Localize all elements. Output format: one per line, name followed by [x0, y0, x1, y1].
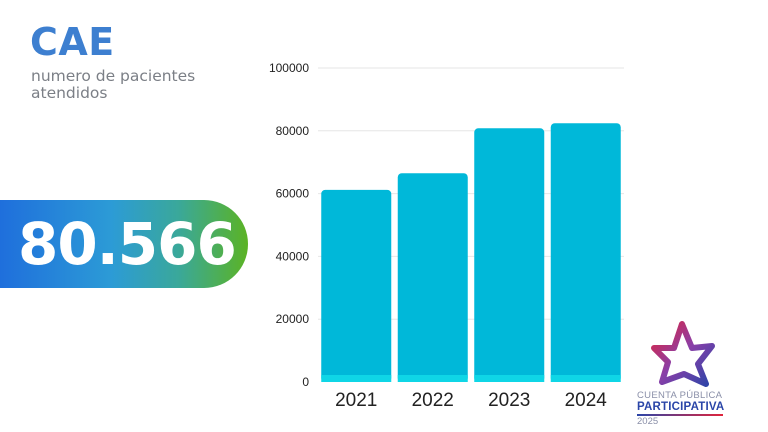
y-tick-label: 20000 — [276, 312, 310, 326]
bar — [321, 189, 392, 382]
y-tick-label: 60000 — [276, 187, 310, 201]
star-logo-icon — [651, 321, 715, 387]
logo-line1: CUENTA PÚBLICA — [637, 390, 723, 401]
y-tick-label: 40000 — [276, 249, 310, 263]
page-title: CAE — [30, 20, 115, 64]
bar — [397, 173, 468, 382]
y-tick-label: 80000 — [276, 124, 310, 138]
x-tick-label: 2022 — [412, 390, 454, 411]
x-tick-label: 2023 — [488, 390, 530, 411]
logo-line2: PARTICIPATIVA — [637, 401, 725, 413]
y-tick-label: 100000 — [269, 61, 309, 75]
page-subtitle: numero de pacientes atendidos — [31, 67, 196, 102]
bar — [550, 123, 621, 382]
y-tick-label: 0 — [302, 375, 309, 389]
logo-line3: 2025 — [637, 416, 659, 427]
bar-base — [397, 375, 468, 382]
bar — [474, 128, 545, 382]
highlight-value: 80.566 — [18, 210, 237, 278]
logo-underline — [637, 414, 723, 416]
x-tick-label: 2024 — [565, 390, 608, 411]
highlight-pill — [0, 200, 248, 288]
bar-base — [550, 375, 621, 382]
bar-base — [474, 375, 545, 382]
x-tick-label: 2021 — [335, 390, 377, 411]
bar-base — [321, 375, 392, 382]
